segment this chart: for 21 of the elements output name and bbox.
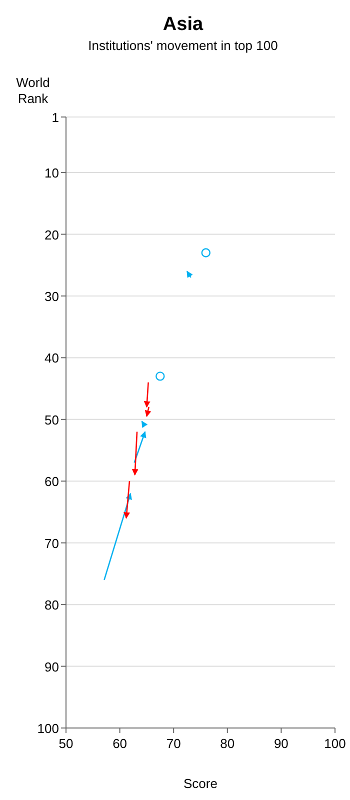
x-tick-label: 100 bbox=[324, 736, 346, 751]
y-tick-label: 1 bbox=[52, 110, 59, 125]
y-tick-label: 40 bbox=[44, 350, 59, 366]
y-tick-label: 20 bbox=[44, 227, 59, 242]
y-tick-label: 80 bbox=[44, 598, 59, 613]
y-tick-label: 60 bbox=[44, 474, 59, 490]
y-axis-title: World Rank bbox=[16, 75, 50, 106]
y-tick-label: 10 bbox=[44, 166, 59, 181]
y-tick-label: 90 bbox=[44, 659, 59, 674]
x-tick-label: 60 bbox=[112, 736, 128, 751]
y-tick-label: 70 bbox=[44, 536, 59, 551]
x-tick-label: 50 bbox=[58, 736, 74, 751]
x-tick-label: 80 bbox=[220, 736, 235, 751]
x-tick-label: 70 bbox=[166, 736, 181, 751]
x-tick-label: 90 bbox=[274, 736, 288, 751]
y-tick-label: 50 bbox=[44, 412, 59, 428]
y-tick-label: 30 bbox=[44, 288, 59, 304]
chart-title: Asia bbox=[162, 14, 204, 35]
y-tick-label: 100 bbox=[37, 721, 59, 736]
x-axis-title: Score bbox=[184, 776, 218, 791]
chart-subtitle: Institutions' movement in top 100 bbox=[88, 38, 278, 53]
